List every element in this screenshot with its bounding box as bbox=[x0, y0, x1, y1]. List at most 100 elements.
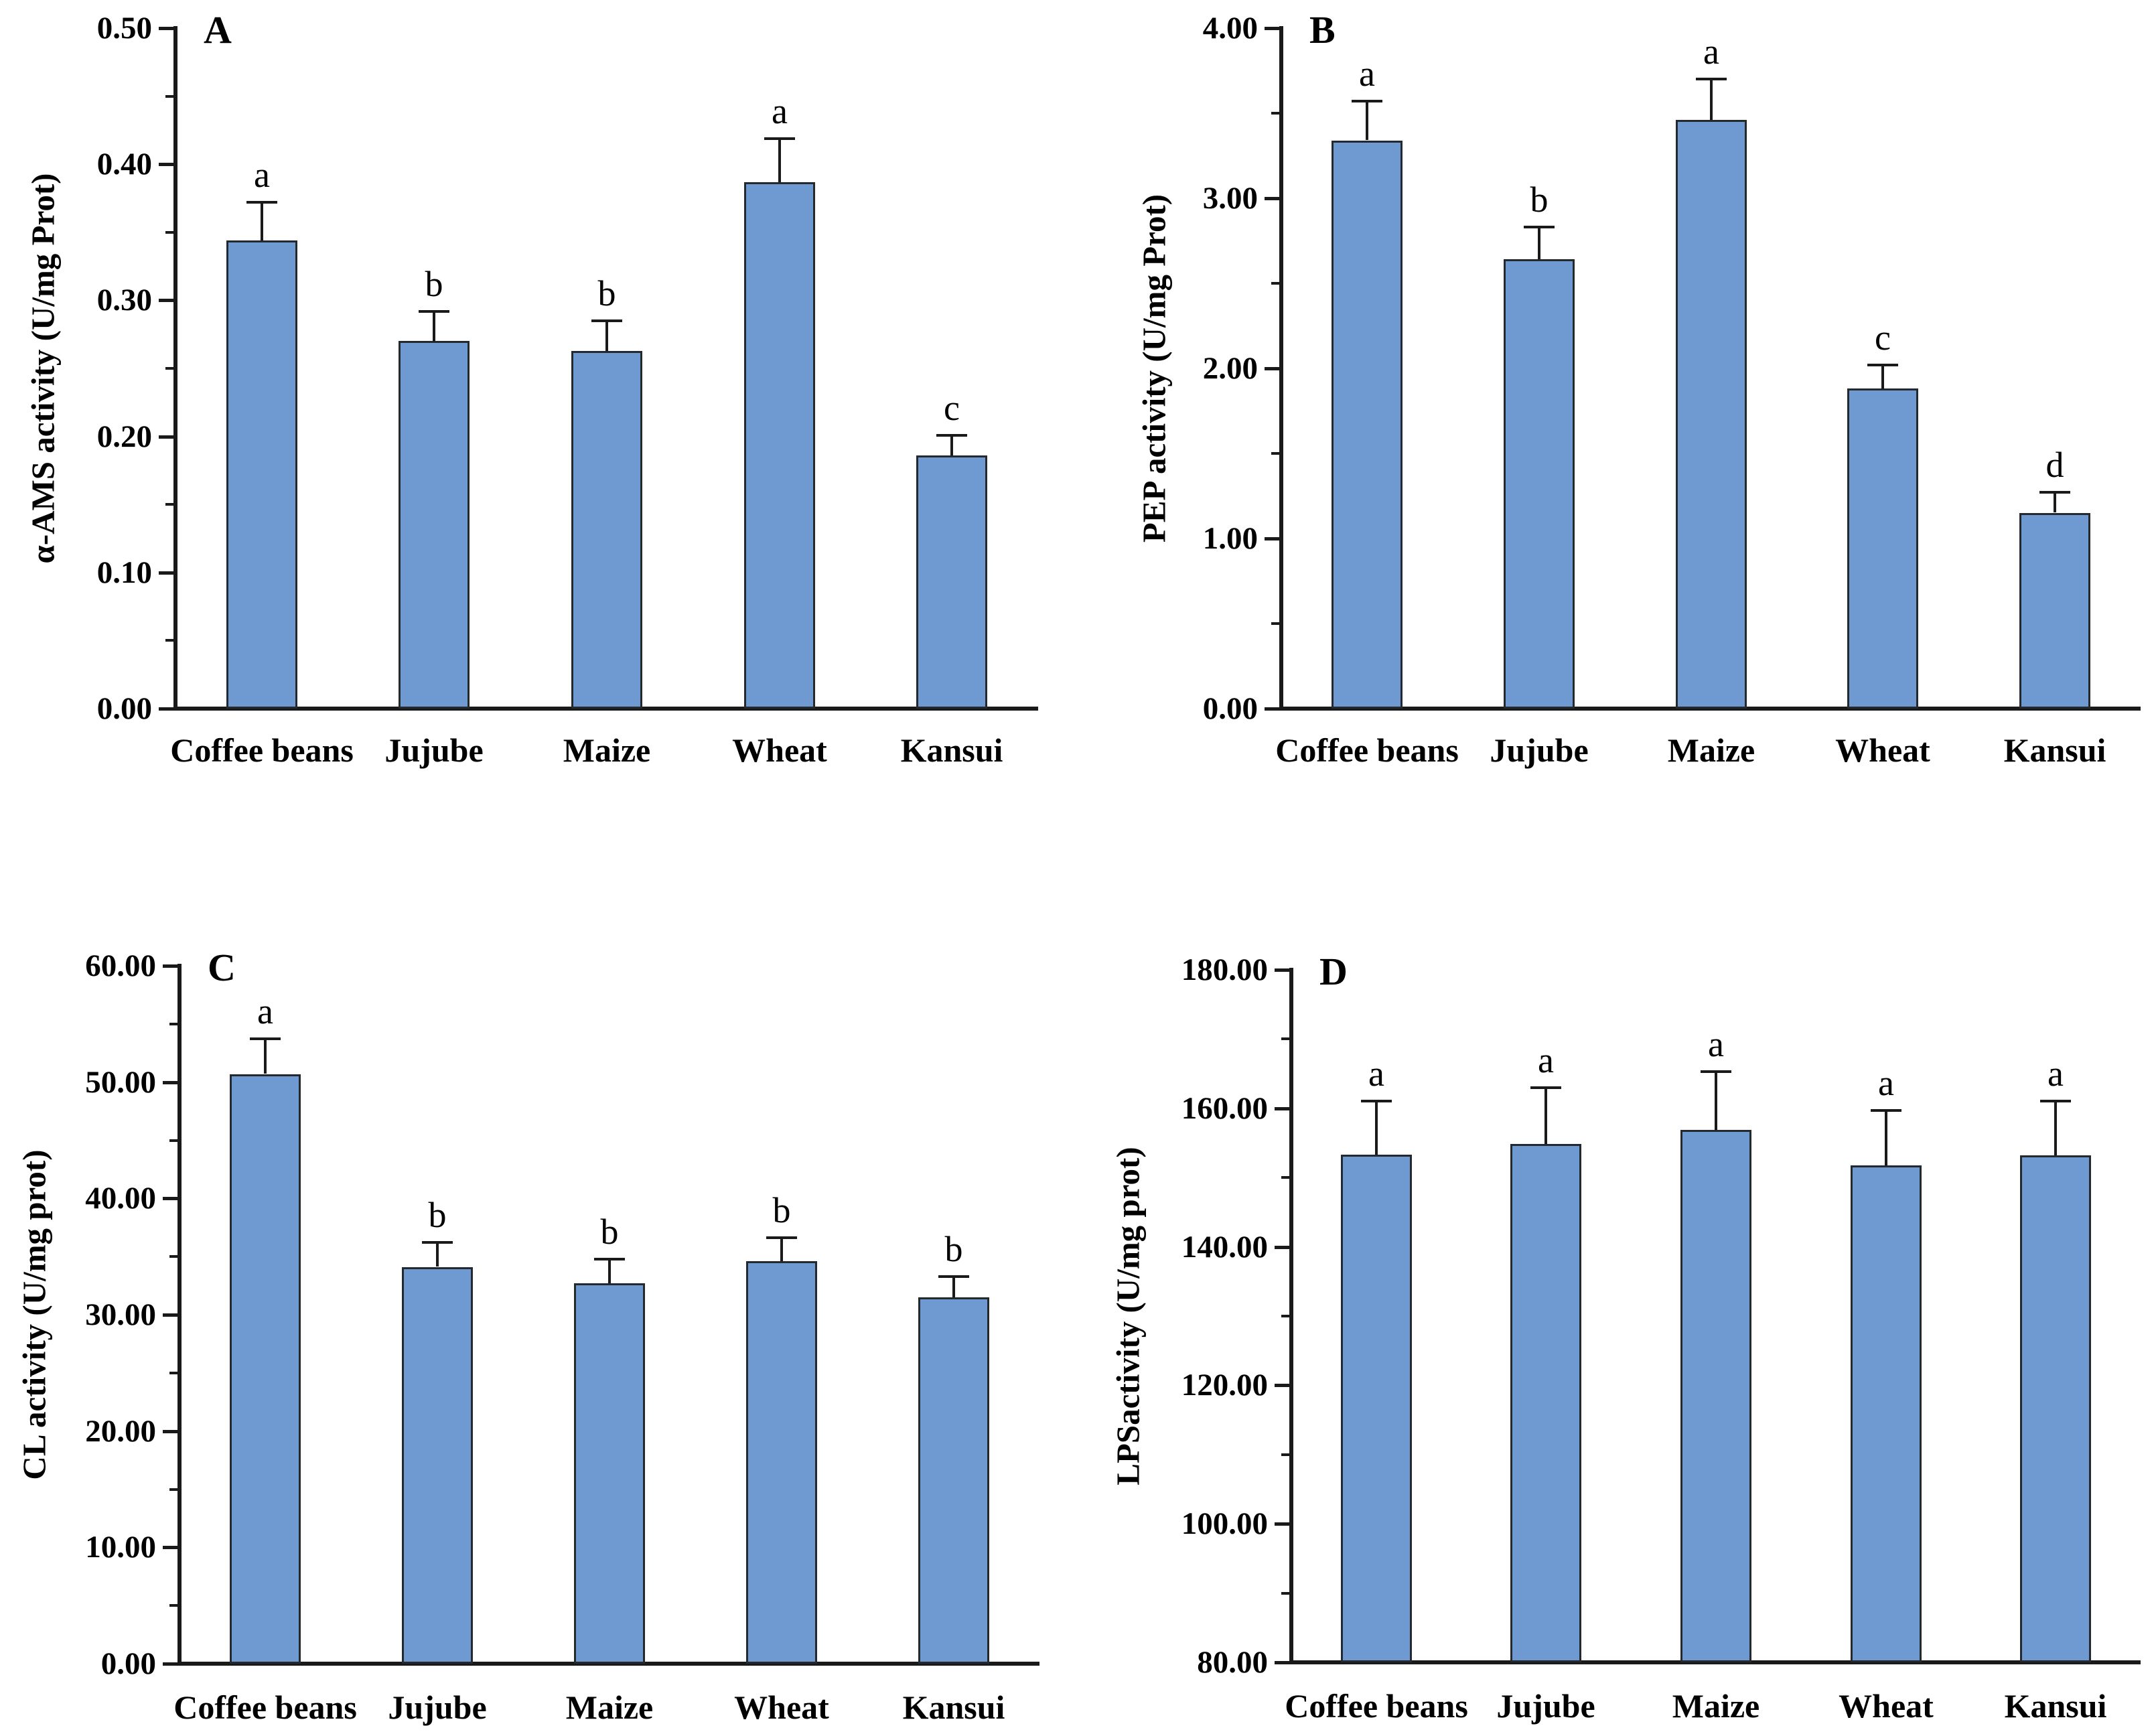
y-tick-label: 2.00 bbox=[1202, 351, 1258, 386]
x-axis-line bbox=[177, 1662, 1039, 1666]
x-category-label: Jujube bbox=[388, 1688, 487, 1726]
x-category-label: Coffee beans bbox=[1275, 731, 1459, 769]
y-tick-major bbox=[163, 1546, 177, 1549]
error-bar-line bbox=[608, 1259, 611, 1283]
y-axis-line bbox=[1289, 968, 1293, 1664]
significance-letter: b bbox=[425, 264, 443, 304]
error-bar-line bbox=[2054, 492, 2056, 512]
error-bar-line bbox=[1366, 101, 1368, 140]
y-tick-label: 140.00 bbox=[1181, 1230, 1268, 1265]
significance-letter: b bbox=[597, 273, 616, 313]
bar bbox=[399, 341, 470, 709]
y-tick-major bbox=[159, 707, 173, 711]
significance-letter: c bbox=[1875, 317, 1891, 358]
significance-letter: a bbox=[1703, 31, 1719, 72]
error-bar-line bbox=[261, 202, 263, 240]
error-bar-line bbox=[1715, 1072, 1717, 1130]
error-bar-line bbox=[952, 1277, 955, 1297]
y-tick-label: 100.00 bbox=[1181, 1506, 1268, 1541]
x-category-label: Jujube bbox=[384, 731, 484, 769]
bar bbox=[571, 351, 642, 709]
y-tick-minor bbox=[165, 503, 173, 506]
error-bar-line bbox=[778, 139, 781, 182]
x-category-label: Jujube bbox=[1496, 1687, 1595, 1725]
y-tick-major bbox=[159, 27, 173, 30]
x-category-label: Maize bbox=[1672, 1687, 1760, 1725]
error-bar-line bbox=[2054, 1101, 2057, 1155]
panel-letter: D bbox=[1319, 950, 1348, 993]
y-tick-major bbox=[1265, 707, 1279, 711]
y-tick-major bbox=[1275, 1384, 1289, 1387]
y-tick-label: 0.00 bbox=[1202, 691, 1258, 726]
error-bar-cap bbox=[1871, 1109, 1901, 1112]
y-tick-label: 0.40 bbox=[96, 147, 152, 182]
y-axis-title: LPSactivity (U/mg prot) bbox=[1109, 1147, 1147, 1486]
panel-letter: C bbox=[208, 946, 236, 989]
y-tick-label: 0.00 bbox=[96, 691, 152, 726]
bar bbox=[1680, 1130, 1751, 1662]
error-bar-line bbox=[780, 1238, 783, 1261]
y-tick-label: 80.00 bbox=[1197, 1645, 1268, 1680]
error-bar-cap bbox=[1696, 78, 1727, 80]
y-tick-minor bbox=[1281, 1592, 1289, 1595]
significance-letter: a bbox=[1359, 54, 1375, 94]
bar bbox=[744, 182, 815, 709]
y-tick-major bbox=[1275, 1107, 1289, 1110]
error-bar-line bbox=[1885, 1110, 1887, 1165]
y-tick-minor bbox=[165, 639, 173, 642]
error-bar-cap bbox=[1867, 364, 1898, 366]
error-bar-cap bbox=[250, 1037, 281, 1040]
significance-letter: a bbox=[1538, 1040, 1554, 1080]
y-tick-major bbox=[159, 299, 173, 302]
y-tick-major bbox=[163, 1197, 177, 1200]
error-bar-cap bbox=[2039, 491, 2070, 494]
y-tick-minor bbox=[1271, 622, 1279, 625]
significance-letter: a bbox=[1368, 1054, 1384, 1094]
x-category-label: Kansui bbox=[900, 731, 1003, 769]
error-bar-cap bbox=[766, 1236, 797, 1239]
y-tick-major bbox=[1275, 1661, 1289, 1664]
x-category-label: Coffee beans bbox=[173, 1688, 357, 1726]
y-tick-minor bbox=[1281, 1176, 1289, 1179]
significance-letter: b bbox=[1530, 179, 1549, 220]
y-tick-label: 0.00 bbox=[100, 1646, 156, 1681]
y-tick-minor bbox=[169, 1604, 177, 1607]
x-category-label: Wheat bbox=[1839, 1687, 1934, 1725]
x-category-label: Coffee beans bbox=[170, 731, 354, 769]
x-category-label: Kansui bbox=[2004, 1687, 2107, 1725]
y-tick-minor bbox=[1281, 1315, 1289, 1317]
error-bar-line bbox=[1538, 227, 1540, 259]
error-bar-cap bbox=[246, 201, 277, 204]
y-tick-label: 0.20 bbox=[96, 419, 152, 454]
y-tick-minor bbox=[1271, 112, 1279, 115]
y-tick-major bbox=[163, 1430, 177, 1433]
panel-letter: B bbox=[1309, 8, 1336, 52]
y-tick-label: 10.00 bbox=[85, 1530, 156, 1565]
y-tick-major bbox=[1265, 537, 1279, 540]
bar bbox=[918, 1297, 989, 1664]
error-bar-line bbox=[436, 1242, 439, 1267]
y-tick-minor bbox=[165, 95, 173, 98]
significance-letter: a bbox=[254, 155, 270, 195]
y-tick-label: 30.00 bbox=[85, 1297, 156, 1332]
error-bar-line bbox=[1544, 1088, 1547, 1144]
y-tick-major bbox=[159, 163, 173, 166]
bar bbox=[1332, 141, 1403, 709]
y-axis-line bbox=[177, 964, 182, 1666]
error-bar-cap bbox=[1524, 226, 1555, 228]
y-axis-line bbox=[173, 26, 177, 711]
y-tick-label: 0.10 bbox=[96, 555, 152, 590]
significance-letter: c bbox=[944, 388, 960, 428]
bar bbox=[574, 1283, 645, 1664]
error-bar-line bbox=[1375, 1101, 1378, 1155]
bar bbox=[746, 1261, 817, 1664]
significance-letter: b bbox=[428, 1195, 447, 1235]
significance-letter: b bbox=[600, 1212, 619, 1252]
x-category-label: Jujube bbox=[1490, 731, 1589, 769]
x-category-label: Wheat bbox=[734, 1688, 829, 1726]
y-tick-minor bbox=[165, 231, 173, 234]
y-tick-major bbox=[163, 1081, 177, 1084]
error-bar-cap bbox=[594, 1258, 625, 1260]
y-tick-minor bbox=[169, 1372, 177, 1374]
